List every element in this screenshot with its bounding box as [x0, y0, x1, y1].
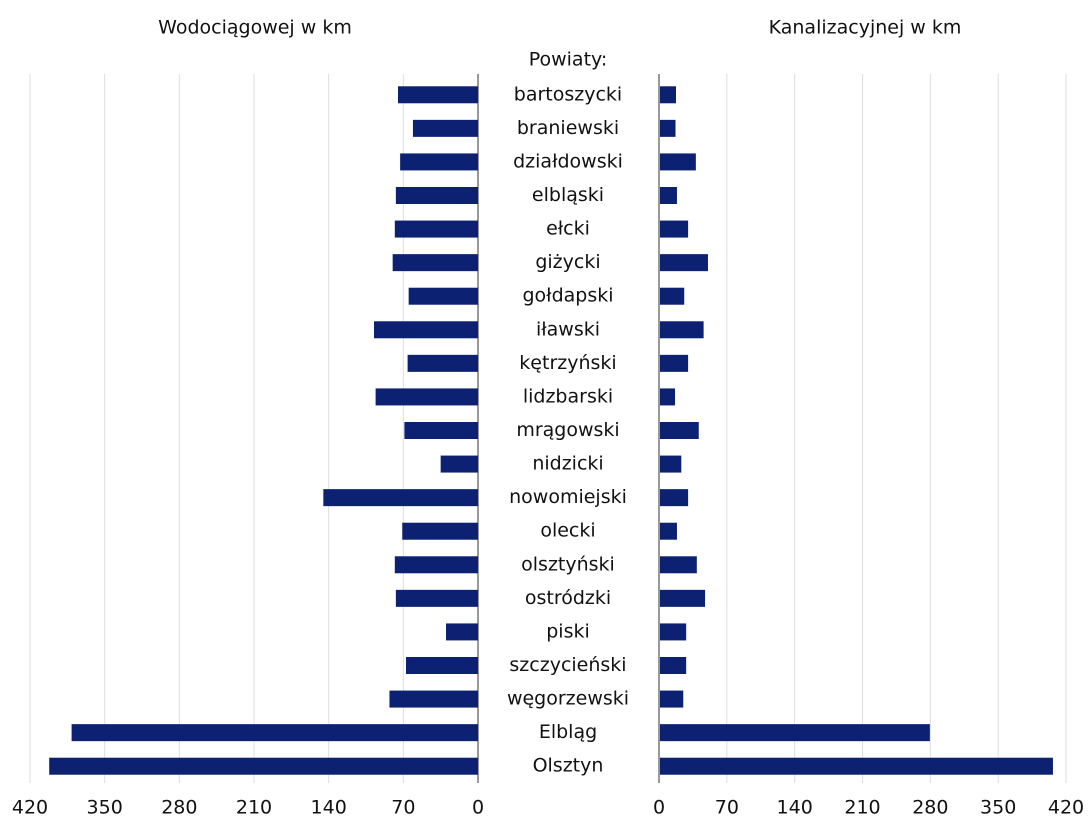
bar [389, 690, 478, 708]
bar [49, 757, 478, 775]
category-label: działdowski [513, 150, 623, 172]
bar [395, 187, 478, 204]
bar [395, 589, 478, 607]
bar [660, 657, 687, 674]
x-tick-label: 0 [653, 797, 665, 819]
bar [660, 187, 677, 204]
bar [660, 321, 704, 339]
bar [71, 724, 478, 742]
category-label: szczycieński [509, 654, 626, 676]
category-label: olsztyński [521, 553, 615, 575]
category-label: iławski [536, 318, 600, 340]
category-label: olecki [540, 520, 595, 542]
bar [660, 522, 677, 540]
bar [660, 86, 676, 104]
bar [394, 220, 478, 238]
x-tick-label: 140 [777, 797, 813, 819]
bar [660, 623, 687, 641]
bar [660, 556, 697, 574]
x-tick-label: 210 [844, 797, 880, 819]
x-tick-label: 350 [980, 797, 1016, 819]
x-tick-label: 280 [912, 797, 948, 819]
bar [323, 489, 478, 507]
category-label: mrągowski [516, 419, 619, 441]
bar [402, 522, 478, 540]
bar [404, 422, 478, 439]
bar [660, 119, 676, 137]
x-tick-label: 70 [391, 797, 415, 819]
bar [408, 287, 478, 305]
bar [660, 153, 696, 171]
category-label: bartoszycki [514, 83, 622, 105]
bar [660, 388, 676, 406]
category-label: piski [546, 620, 590, 642]
left-title: Wodociągowej w km [158, 17, 352, 39]
bar [440, 455, 478, 473]
bar [392, 254, 478, 272]
category-label: kętrzyński [519, 352, 616, 374]
bar [400, 153, 478, 171]
bar [374, 321, 478, 339]
x-tick-label: 420 [1048, 797, 1084, 819]
category-label: gołdapski [522, 285, 613, 307]
category-label: ostródzki [525, 587, 611, 609]
category-label: Olsztyn [533, 755, 604, 777]
x-tick-label: 280 [161, 797, 197, 819]
x-tick-label: 350 [87, 797, 123, 819]
bar [398, 86, 478, 104]
bar [660, 287, 685, 305]
bar [407, 354, 478, 372]
category-label: Elbląg [539, 721, 597, 743]
category-label: lidzbarski [523, 385, 613, 407]
bar [394, 556, 478, 574]
bar [660, 757, 1053, 775]
x-tick-label: 140 [311, 797, 347, 819]
category-label: węgorzewski [507, 688, 629, 710]
bar [660, 455, 682, 473]
category-label: nowomiejski [509, 486, 627, 508]
bar [660, 354, 689, 372]
bar [660, 220, 689, 238]
category-label: braniewski [517, 117, 619, 139]
bar [660, 422, 699, 439]
bar [660, 489, 689, 507]
x-tick-label: 0 [472, 797, 484, 819]
x-tick-label: 420 [12, 797, 48, 819]
bar [412, 119, 478, 137]
bar [375, 388, 478, 406]
x-tick-label: 70 [715, 797, 739, 819]
x-tick-label: 210 [236, 797, 272, 819]
bar [660, 724, 930, 742]
category-label: giżycki [535, 251, 600, 273]
category-label: elbląski [532, 184, 604, 206]
category-label: nidzicki [532, 453, 603, 475]
category-label: ełcki [546, 218, 590, 240]
category-title: Powiaty: [529, 49, 608, 71]
bar [660, 589, 706, 607]
bar [660, 254, 708, 272]
bar [446, 623, 478, 641]
bar [406, 657, 478, 674]
right-title: Kanalizacyjnej w km [769, 17, 962, 39]
bar [660, 690, 684, 708]
